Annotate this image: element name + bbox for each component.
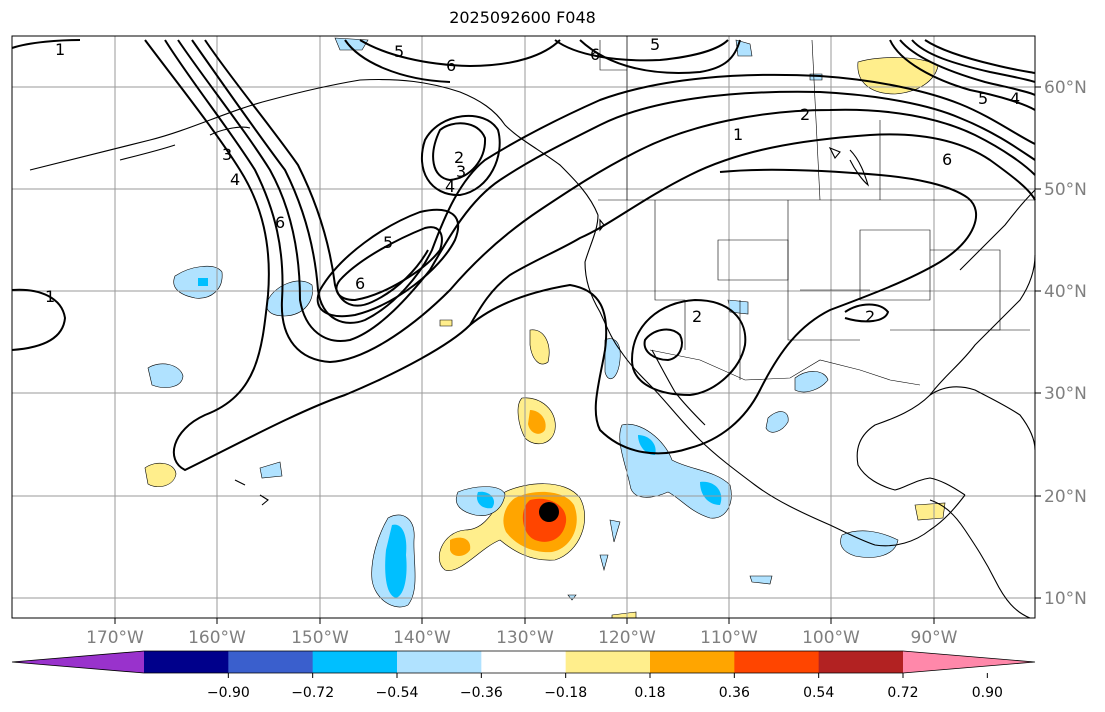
contour-label: 5 bbox=[383, 233, 393, 252]
pressure-contours bbox=[11, 39, 1036, 472]
lon-label: 150°W bbox=[291, 628, 349, 648]
colorbar-tick-label: 0.72 bbox=[887, 685, 918, 701]
contour-label: 6 bbox=[275, 213, 285, 232]
colorbar-segment bbox=[481, 651, 567, 673]
lon-label: 90°W bbox=[911, 628, 958, 648]
contour-label: 4 bbox=[445, 177, 455, 196]
contour-label: 6 bbox=[446, 56, 456, 75]
colorbar-tick-label: −0.72 bbox=[291, 685, 334, 701]
lon-label: 140°W bbox=[393, 628, 451, 648]
contour-label: 6 bbox=[355, 274, 365, 293]
contour-label: 3 bbox=[456, 162, 466, 181]
colorbar-segment bbox=[397, 651, 482, 673]
contour-label: 5 bbox=[394, 42, 404, 61]
lat-label: 20°N bbox=[1044, 487, 1087, 507]
lon-label: 130°W bbox=[496, 628, 554, 648]
lat-label: 60°N bbox=[1044, 78, 1087, 98]
map-gridlines bbox=[12, 36, 1035, 618]
storm-center-marker bbox=[539, 502, 559, 522]
contour-label: 2 bbox=[800, 105, 810, 124]
political-borders bbox=[598, 36, 1035, 386]
contour-label: 5 bbox=[978, 89, 988, 108]
contour-label: 1 bbox=[733, 125, 743, 144]
contour-label: 6 bbox=[590, 45, 600, 64]
lon-label: 160°W bbox=[188, 628, 246, 648]
contour-label: 4 bbox=[1010, 89, 1020, 108]
colorbar-tick-label: 0.18 bbox=[634, 685, 665, 701]
colorbar-tick-label: −0.54 bbox=[376, 685, 419, 701]
colorbar-segment bbox=[312, 651, 398, 673]
colorbar-segment bbox=[144, 651, 229, 673]
contour-label: 2 bbox=[865, 307, 875, 326]
contour-label: 6 bbox=[942, 150, 952, 169]
lon-label: 170°W bbox=[86, 628, 144, 648]
lat-label: 50°N bbox=[1044, 180, 1087, 200]
page-title: 2025092600 F048 bbox=[449, 8, 596, 27]
latitude-axis: 60°N 50°N 40°N 30°N 20°N 10°N bbox=[1035, 78, 1087, 609]
contour-label: 4 bbox=[230, 170, 240, 189]
colorbar-outline bbox=[11, 650, 1036, 674]
lon-label: 120°W bbox=[598, 628, 656, 648]
colorbar-extension-min bbox=[12, 651, 144, 673]
colorbar-segment bbox=[650, 651, 735, 673]
colorbar-segment bbox=[734, 651, 820, 673]
colorbar-tick-label: 0.36 bbox=[719, 685, 750, 701]
contour-label: 2 bbox=[692, 307, 702, 326]
colorbar-segment bbox=[818, 651, 904, 673]
colorbar-segment bbox=[565, 651, 651, 673]
colorbar-segment bbox=[228, 651, 314, 673]
colorbar-tick-label: −0.90 bbox=[207, 685, 250, 701]
colorbar-tick-label: 0.90 bbox=[972, 685, 1003, 701]
contour-label: 5 bbox=[650, 35, 660, 54]
lat-label: 30°N bbox=[1044, 384, 1087, 404]
colorbar: −0.90 −0.72 −0.54 −0.36 −0.18 0.18 0.36 0.54 0.7… bbox=[11, 650, 1036, 701]
contour-label-group: 1 2 3 4 5 6 5 6 5 6 1 6 4 2 3 4 5 6 2 2 … bbox=[45, 35, 1020, 326]
lon-label: 110°W bbox=[700, 628, 758, 648]
longitude-axis: 170°W 160°W 150°W 140°W 130°W 120°W 110°… bbox=[86, 618, 958, 648]
colorbar-extension-max bbox=[903, 651, 1035, 673]
lat-label: 40°N bbox=[1044, 282, 1087, 302]
colorbar-tick-label: −0.36 bbox=[460, 685, 503, 701]
lon-label: 100°W bbox=[802, 628, 860, 648]
coastlines bbox=[29, 78, 1036, 619]
colorbar-tick-label: 0.54 bbox=[803, 685, 834, 701]
contour-label: 2 bbox=[454, 148, 464, 167]
contour-label: 1 bbox=[45, 287, 55, 306]
map-border bbox=[11, 35, 1036, 619]
lat-label: 10°N bbox=[1044, 589, 1087, 609]
contour-label: 1 bbox=[55, 40, 65, 59]
contour-label: 3 bbox=[222, 145, 232, 164]
colorbar-tick-label: −0.18 bbox=[544, 685, 587, 701]
